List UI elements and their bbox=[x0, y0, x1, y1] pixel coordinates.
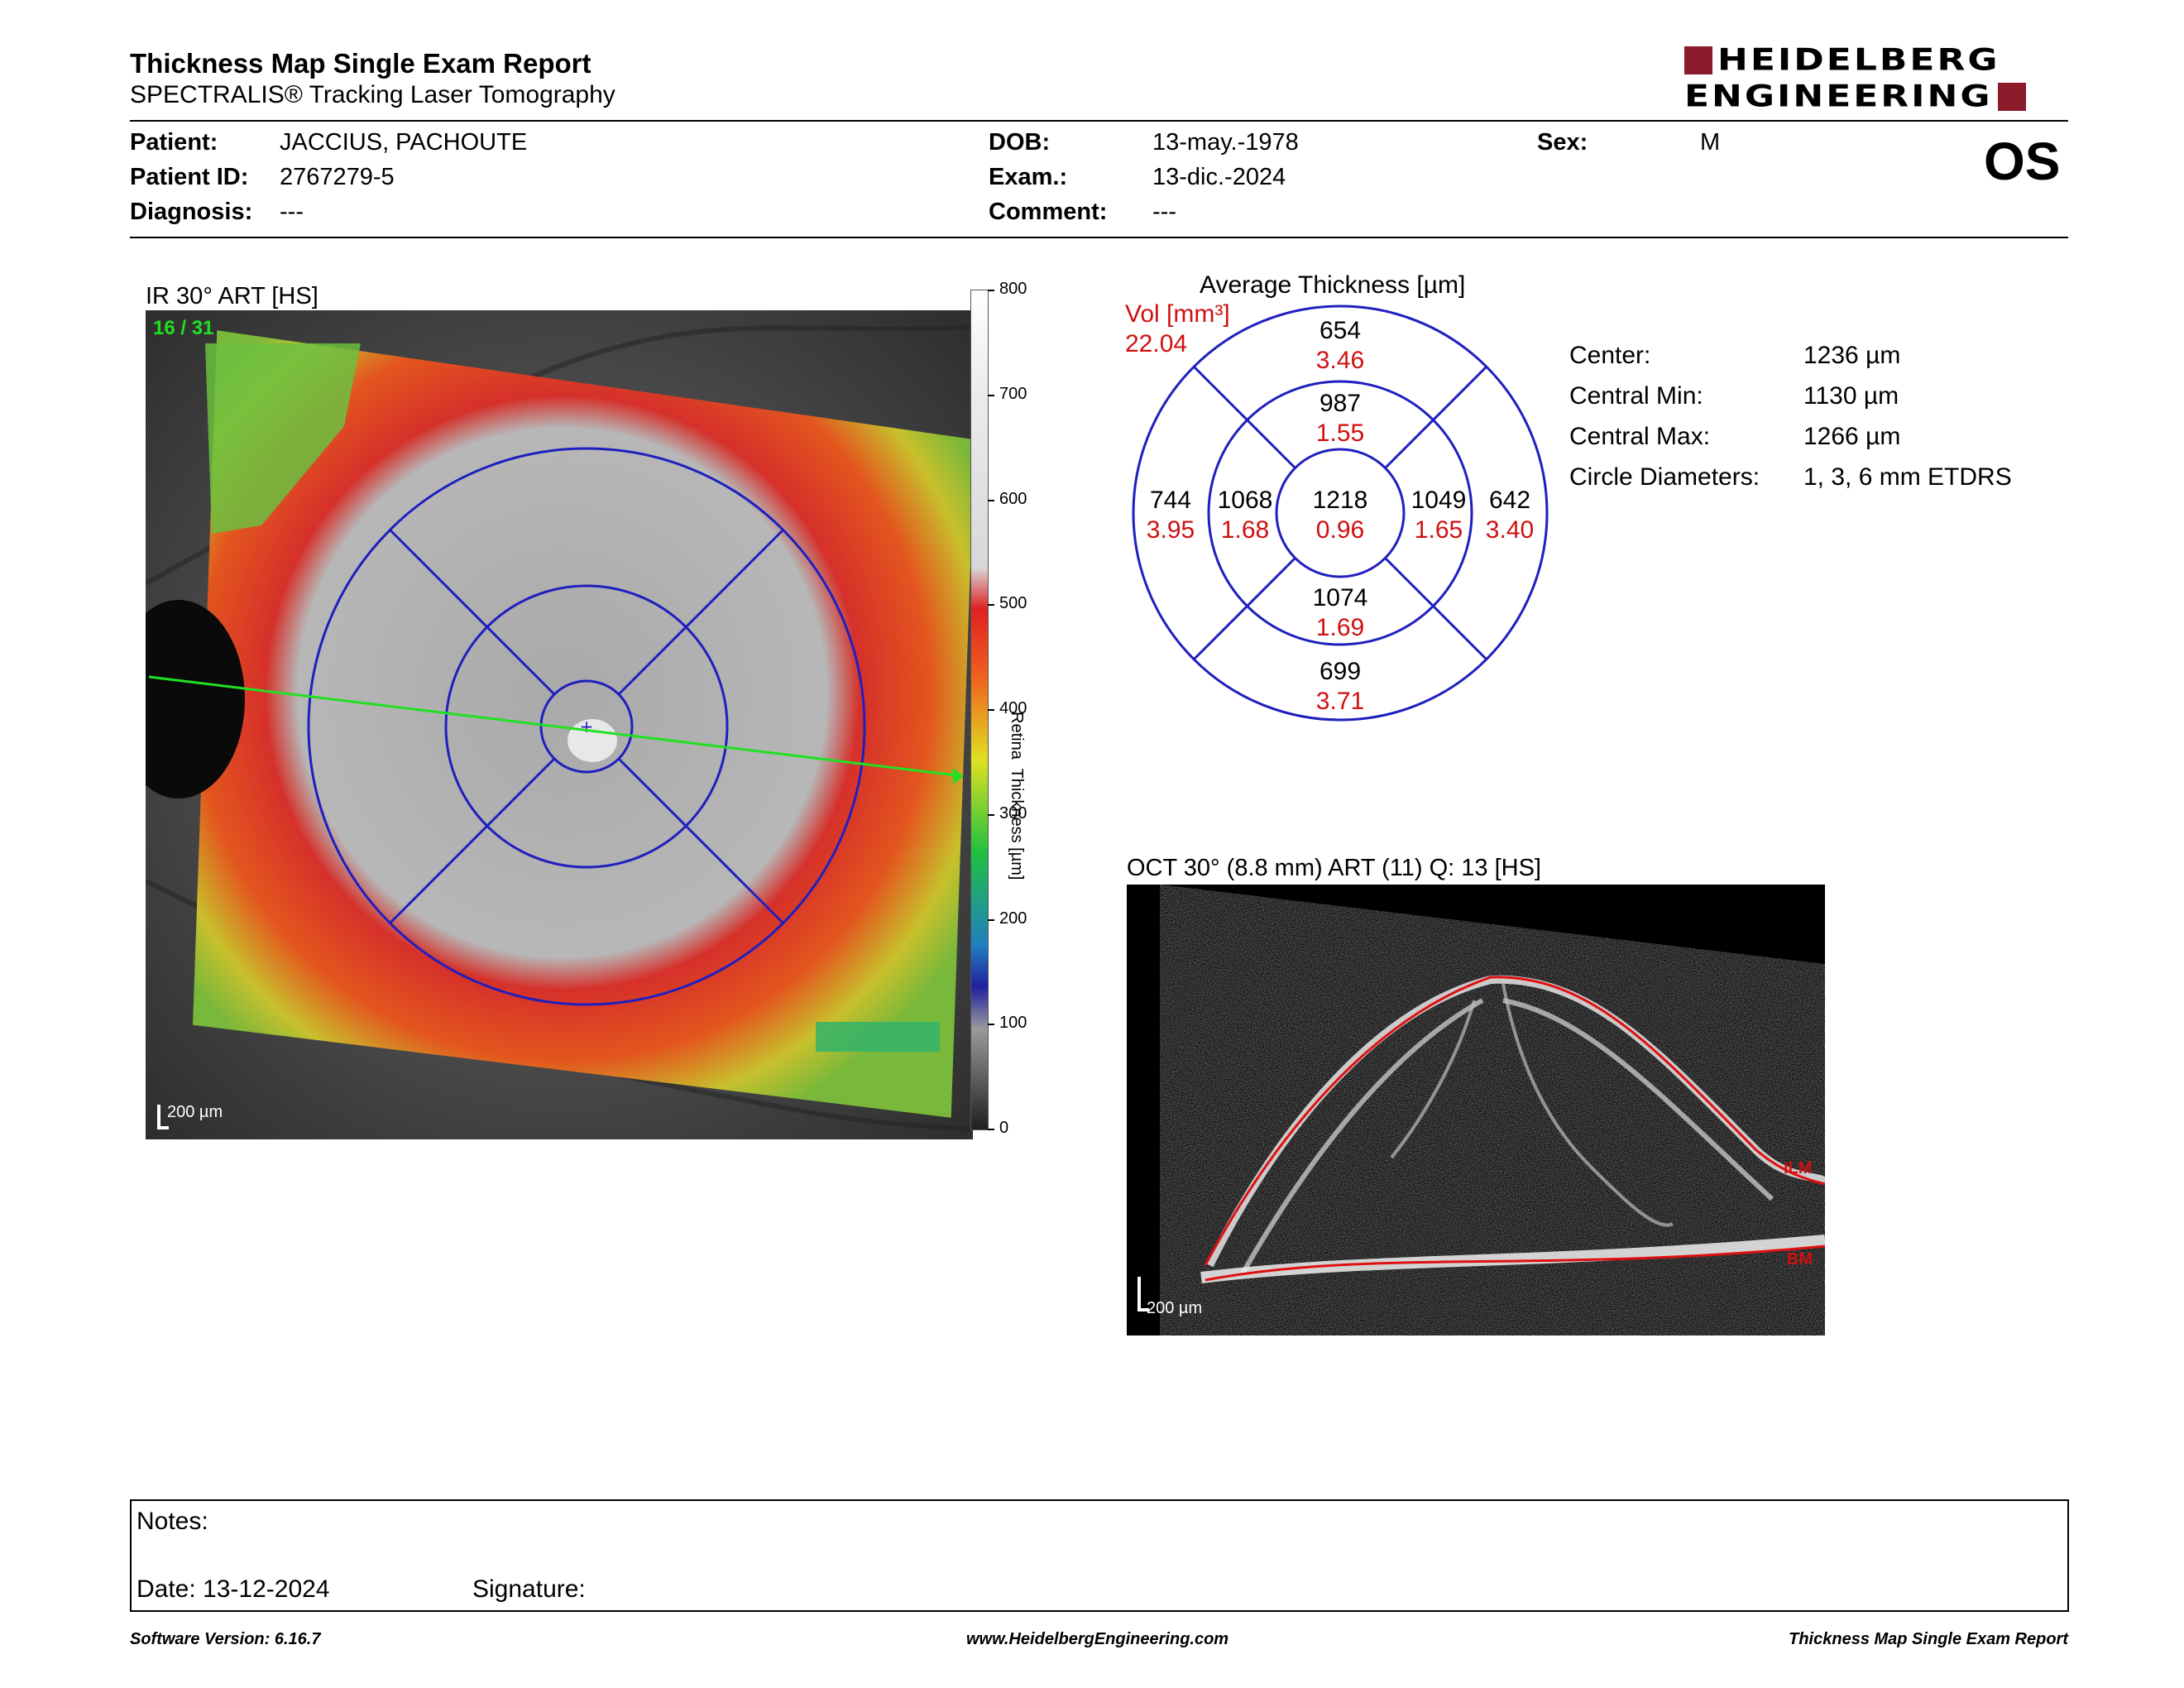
vol-total: 22.04 bbox=[1125, 330, 1188, 357]
center-thickness: 1218 bbox=[1313, 487, 1368, 514]
inner-nasal-volume: 1.65 bbox=[1415, 516, 1463, 544]
vol-label: Vol [mm³] bbox=[1125, 300, 1230, 328]
inner-nasal-thickness: 1049 bbox=[1411, 487, 1467, 514]
colorbar-tick-label: 800 bbox=[999, 280, 1027, 298]
diagnosis-label: Diagnosis: bbox=[130, 199, 253, 225]
colorbar-tick-mark bbox=[988, 290, 994, 291]
circle-diameters-label: Circle Diameters: bbox=[1569, 463, 1760, 491]
oct-scale-label: 200 µm bbox=[1147, 1299, 1203, 1317]
scale-bar-icon bbox=[1138, 1277, 1141, 1312]
eye-indicator: OS bbox=[1984, 132, 2061, 191]
outer-inferior-thickness: 699 bbox=[1320, 658, 1361, 685]
colorbar-tick-mark bbox=[988, 813, 994, 816]
software-version: Software Version: 6.16.7 bbox=[130, 1630, 321, 1648]
bm-label: BM bbox=[1787, 1250, 1813, 1268]
central-min-label: Central Min: bbox=[1569, 382, 1703, 410]
notes-box[interactable]: Notes: Date: 13-12-2024 Signature: bbox=[130, 1499, 2069, 1612]
center-stat-label: Center: bbox=[1569, 342, 1651, 369]
patient-id-value: 2767279-5 bbox=[280, 164, 395, 190]
logo-square-icon bbox=[1997, 83, 2026, 111]
colorbar-tick-label: 200 bbox=[999, 909, 1027, 928]
notes-label: Notes: bbox=[136, 1508, 208, 1535]
report-title: Thickness Map Single Exam Report bbox=[130, 48, 592, 79]
inner-inferior-volume: 1.69 bbox=[1316, 614, 1364, 641]
frame-counter: 16 / 31 bbox=[153, 317, 214, 339]
etdrs-title: Average Thickness [µm] bbox=[1200, 271, 1466, 299]
colorbar-tick-label: 600 bbox=[999, 489, 1027, 508]
colorbar-tick-label: 300 bbox=[999, 803, 1027, 822]
logo-line2: ENGINEERING bbox=[1684, 79, 1993, 114]
center-volume: 0.96 bbox=[1316, 516, 1364, 544]
exam-label: Exam.: bbox=[989, 164, 1068, 190]
diagnosis-value: --- bbox=[280, 199, 304, 225]
central-min-value: 1130 µm bbox=[1803, 382, 1899, 410]
scan-line[interactable] bbox=[148, 675, 964, 778]
patient-divider bbox=[130, 237, 2068, 238]
footer-website[interactable]: www.HeidelbergEngineering.com bbox=[966, 1630, 1229, 1648]
comment-label: Comment: bbox=[989, 199, 1108, 225]
dob-value: 13-may.-1978 bbox=[1152, 129, 1299, 156]
colorbar-tick-label: 500 bbox=[999, 594, 1027, 613]
sex-label: Sex: bbox=[1537, 129, 1588, 156]
patient-value: JACCIUS, PACHOUTE bbox=[280, 129, 528, 156]
patient-label: Patient: bbox=[130, 129, 218, 156]
outer-superior-thickness: 654 bbox=[1320, 317, 1361, 344]
sex-value: M bbox=[1700, 129, 1721, 156]
patient-id-label: Patient ID: bbox=[130, 164, 249, 190]
logo-line1: HEIDELBERG bbox=[1717, 42, 2000, 78]
ir-thickness-map: + bbox=[146, 310, 973, 1139]
scale-bar-icon bbox=[157, 1105, 160, 1129]
header-divider bbox=[130, 120, 2068, 122]
outer-nasal-thickness: 642 bbox=[1489, 487, 1530, 514]
center-stat-value: 1236 µm bbox=[1803, 342, 1901, 369]
comment-value: --- bbox=[1152, 199, 1176, 225]
central-max-label: Central Max: bbox=[1569, 423, 1711, 450]
inner-inferior-thickness: 1074 bbox=[1313, 584, 1368, 611]
dob-label: DOB: bbox=[989, 129, 1051, 156]
etdrs-chart: 654 3.46 987 1.55 1218 0.96 1068 1.68 10… bbox=[1132, 305, 1549, 722]
outer-inferior-volume: 3.71 bbox=[1316, 688, 1364, 715]
oct-panel-title: OCT 30° (8.8 mm) ART (11) Q: 13 [HS] bbox=[1127, 855, 1541, 881]
thickness-colorbar bbox=[970, 290, 989, 1130]
central-max-value: 1266 µm bbox=[1803, 423, 1901, 450]
ilm-label: ILM bbox=[1784, 1159, 1813, 1177]
colorbar-tick-mark bbox=[988, 394, 994, 396]
colorbar-tick-mark bbox=[988, 709, 994, 711]
inner-superior-thickness: 987 bbox=[1320, 390, 1361, 417]
outer-nasal-volume: 3.40 bbox=[1486, 516, 1534, 544]
scale-bar-icon bbox=[1138, 1308, 1149, 1312]
colorbar-tick-label: 100 bbox=[999, 1014, 1027, 1033]
heidelberg-logo: HEIDELBERG ENGINEERING bbox=[1684, 45, 2068, 114]
colorbar-tick-mark bbox=[988, 499, 994, 501]
outer-temporal-volume: 3.95 bbox=[1147, 516, 1195, 544]
ir-scale-label: 200 µm bbox=[167, 1103, 223, 1121]
circle-diameters-value: 1, 3, 6 mm ETDRS bbox=[1803, 463, 2012, 491]
colorbar-tick-mark bbox=[988, 604, 994, 607]
etdrs-grid-overlay bbox=[307, 447, 866, 1006]
logo-square-icon bbox=[1684, 46, 1712, 74]
scale-bar-icon bbox=[157, 1126, 169, 1129]
report-subtitle: SPECTRALIS® Tracking Laser Tomography bbox=[130, 81, 615, 108]
colorbar-tick-mark bbox=[988, 918, 994, 921]
colorbar-tick-mark bbox=[988, 1024, 994, 1026]
signature-label: Signature: bbox=[472, 1575, 586, 1603]
colorbar-tick-label: 700 bbox=[999, 384, 1027, 403]
inner-temporal-thickness: 1068 bbox=[1218, 487, 1273, 514]
colorbar-tick-label: 400 bbox=[999, 699, 1027, 717]
ir-panel-title: IR 30° ART [HS] bbox=[146, 283, 318, 309]
exam-value: 13-dic.-2024 bbox=[1152, 164, 1286, 190]
colorbar-tick-mark bbox=[988, 1129, 994, 1130]
outer-temporal-thickness: 744 bbox=[1150, 487, 1191, 514]
colorbar-tick-label: 0 bbox=[999, 1119, 1009, 1137]
colorbar-title: Retina Thickness [µm] bbox=[1008, 712, 1026, 880]
inner-superior-volume: 1.55 bbox=[1316, 420, 1364, 447]
date-label: Date: 13-12-2024 bbox=[136, 1575, 330, 1603]
inner-temporal-volume: 1.68 bbox=[1221, 516, 1269, 544]
svg-text:+: + bbox=[580, 717, 594, 736]
oct-bscan-image bbox=[1127, 885, 1825, 1336]
outer-superior-volume: 3.46 bbox=[1316, 347, 1364, 374]
footer-report-name: Thickness Map Single Exam Report bbox=[1789, 1630, 2068, 1648]
